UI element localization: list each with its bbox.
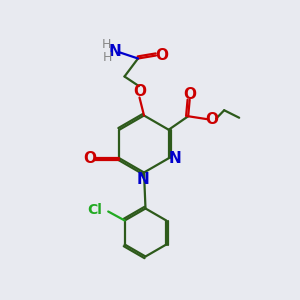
Text: N: N (108, 44, 121, 59)
Text: N: N (169, 151, 182, 166)
Text: Cl: Cl (87, 203, 102, 217)
Text: O: O (155, 48, 169, 63)
Text: O: O (83, 151, 96, 166)
Text: O: O (133, 84, 146, 99)
Text: O: O (206, 112, 219, 127)
Text: O: O (183, 87, 196, 102)
Text: H: H (102, 38, 111, 51)
Text: H: H (103, 51, 112, 64)
Text: N: N (136, 172, 149, 187)
